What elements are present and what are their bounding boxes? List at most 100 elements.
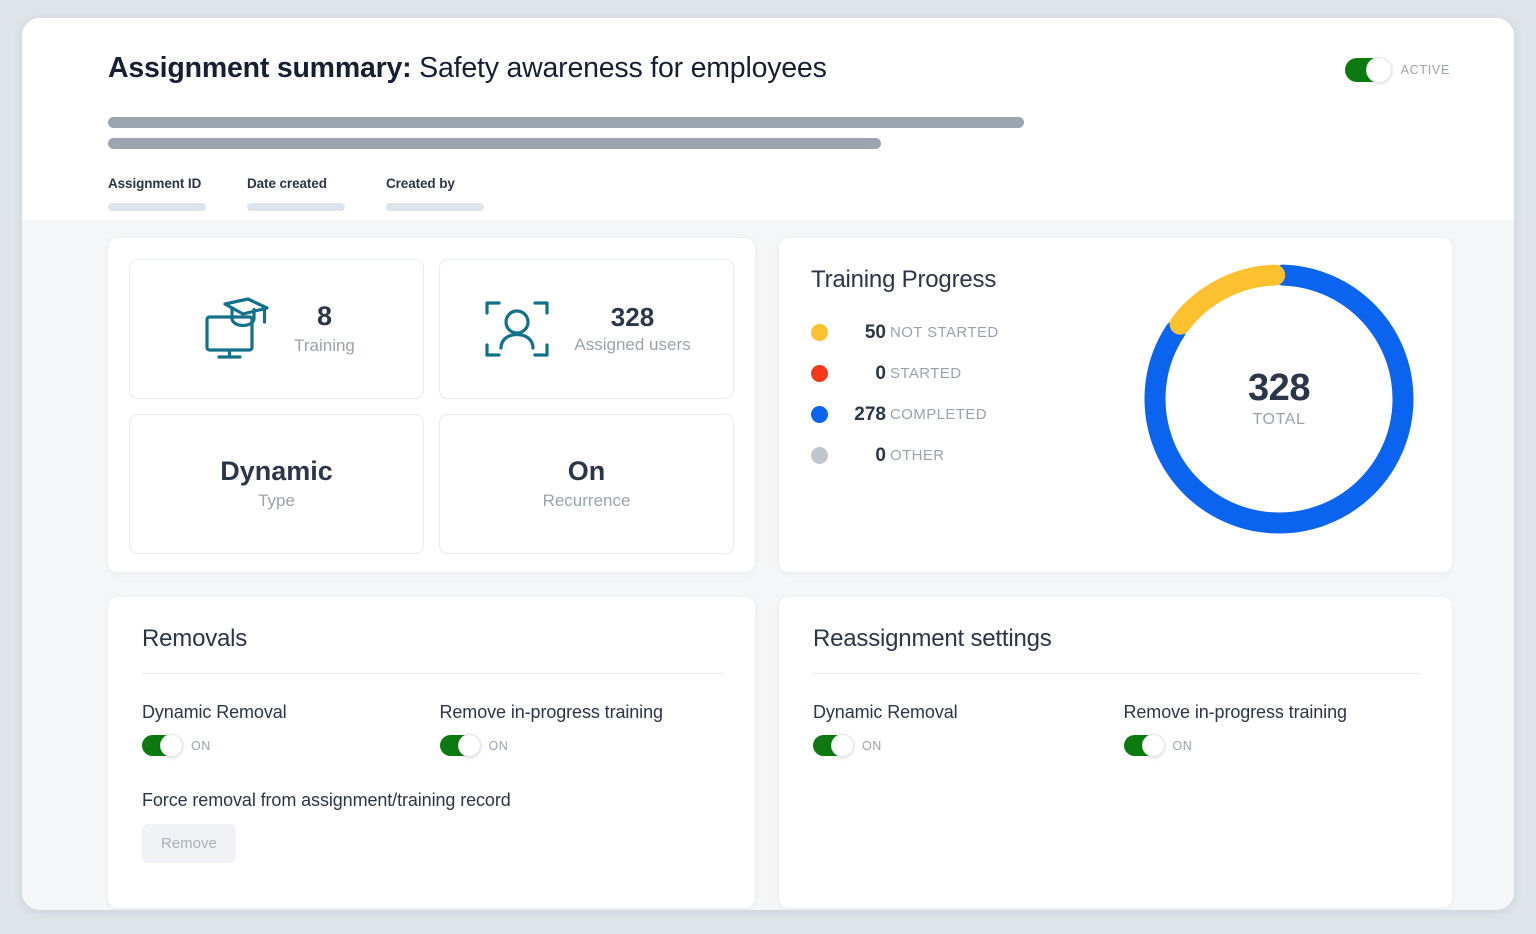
content-grid: 8 Training <box>108 238 1452 908</box>
toggle-knob <box>831 734 854 757</box>
meta-label: Created by <box>386 176 455 191</box>
page-header: Assignment summary: Safety awareness for… <box>22 18 1514 220</box>
page-content: 8 Training <box>22 220 1514 910</box>
toggle-row[interactable]: ON <box>1123 734 1421 757</box>
legend-label: COMPLETED <box>890 406 987 423</box>
skeleton-bar-primary <box>108 117 1024 128</box>
reassignment-field-dynamic-removal: Dynamic Removal ON <box>813 702 1110 757</box>
reassignment-dynamic-removal-toggle[interactable] <box>813 734 854 757</box>
toggle-row[interactable]: ON <box>439 734 724 757</box>
donut-total-value: 328 <box>1248 366 1310 409</box>
legend-label: NOT STARTED <box>890 324 999 341</box>
monitor-graduation-cap-icon <box>205 297 269 359</box>
stat-value: On <box>567 456 606 487</box>
stat-text: 328 Assigned users <box>574 303 690 356</box>
reassignment-field-remove-in-progress: Remove in-progress training ON <box>1123 702 1421 757</box>
app-window: Assignment summary: Safety awareness for… <box>22 18 1514 910</box>
toggle-state-label: ON <box>1172 738 1193 753</box>
meta-label: Assignment ID <box>108 176 202 191</box>
reassignment-remove-in-progress-toggle[interactable] <box>1123 734 1165 757</box>
donut-chart-svg <box>1144 264 1414 534</box>
stat-caption: Recurrence <box>542 490 631 510</box>
donut-total-label: TOTAL <box>1252 410 1306 428</box>
meta-field-assignment-id: Assignment ID <box>108 176 247 211</box>
stat-value: 328 <box>610 301 655 332</box>
legend-dot-started <box>811 365 828 382</box>
stat-caption: Training <box>294 335 355 355</box>
meta-field-created-by: Created by <box>386 176 525 211</box>
stat-tile-training: 8 Training <box>129 259 424 399</box>
force-removal-label: Force removal from assignment/training r… <box>142 790 511 810</box>
reassignment-toggle-grid: Dynamic Removal ON Remove in-progress tr… <box>813 702 1421 757</box>
legend-item-not-started: 50 NOT STARTED <box>811 312 1420 353</box>
legend-item-started: 0 STARTED <box>811 353 1420 394</box>
stat-text: 8 Training <box>294 301 355 356</box>
legend-label: STARTED <box>890 365 962 382</box>
remove-button[interactable]: Remove <box>142 824 236 863</box>
field-label: Remove in-progress training <box>1123 702 1348 722</box>
skeleton-bar-secondary <box>108 138 881 149</box>
toggle-knob <box>1365 57 1392 83</box>
user-scan-icon <box>485 301 549 357</box>
stat-caption: Type <box>258 490 295 510</box>
force-removal-block: Force removal from assignment/training r… <box>142 790 723 863</box>
donut-segment-not-started <box>1144 264 1414 534</box>
meta-field-date-created: Date created <box>247 176 386 211</box>
donut-center-text: 328 TOTAL <box>1140 367 1418 429</box>
legend-dot-other <box>811 447 828 464</box>
meta-value-placeholder <box>247 203 345 211</box>
toggle-knob <box>160 734 183 757</box>
toggle-knob <box>1141 734 1165 757</box>
stats-grid: 8 Training <box>129 259 734 554</box>
stat-tile-type: Dynamic Type <box>129 414 424 554</box>
legend-value: 0 <box>875 444 886 466</box>
legend-value: 278 <box>854 403 886 425</box>
legend-label: OTHER <box>890 447 945 464</box>
stat-value: 8 <box>316 301 332 332</box>
toggle-row[interactable]: ON <box>142 734 426 757</box>
active-status-toggle[interactable] <box>1344 57 1392 83</box>
assignment-stats-card: 8 Training <box>108 238 755 572</box>
field-label: Remove in-progress training <box>439 702 664 722</box>
active-status-label: ACTIVE <box>1400 63 1450 77</box>
meta-row: Assignment ID Date created Created by <box>108 176 1452 211</box>
removals-dynamic-removal-toggle[interactable] <box>142 734 183 757</box>
removals-card: Removals Dynamic Removal ON Remove in <box>108 597 755 908</box>
legend-item-other: 0 OTHER <box>811 435 1420 476</box>
reassignment-divider <box>813 673 1420 674</box>
training-progress-title: Training Progress <box>811 266 997 293</box>
training-progress-legend: 50 NOT STARTED 0 STARTED 278 COMPLETED <box>811 312 1420 476</box>
removals-field-dynamic-removal: Dynamic Removal ON <box>142 702 426 757</box>
stat-value: Dynamic <box>220 456 333 487</box>
legend-value: 0 <box>875 362 886 384</box>
stat-tile-recurrence: On Recurrence <box>439 414 734 554</box>
page-title-prefix: Assignment summary: <box>108 52 412 84</box>
toggle-row[interactable]: ON <box>813 734 1110 757</box>
removals-divider <box>142 673 723 674</box>
removals-toggle-grid: Dynamic Removal ON Remove in-progress tr… <box>142 702 724 757</box>
toggle-state-label: ON <box>488 738 509 753</box>
status-toggle-group[interactable]: ACTIVE <box>1344 57 1450 83</box>
stat-tile-assigned-users: 328 Assigned users <box>439 259 734 399</box>
toggle-knob <box>457 734 481 757</box>
training-progress-card: Training Progress 50 NOT STARTED 0 START… <box>779 238 1452 572</box>
removals-title: Removals <box>142 625 248 652</box>
removals-remove-in-progress-toggle[interactable] <box>439 734 481 757</box>
reassignment-title: Reassignment settings <box>813 625 1052 652</box>
meta-value-placeholder <box>386 203 484 211</box>
legend-item-completed: 278 COMPLETED <box>811 394 1420 435</box>
training-progress-donut: 328 TOTAL <box>1140 260 1418 538</box>
legend-dot-completed <box>811 406 828 423</box>
removals-field-remove-in-progress: Remove in-progress training ON <box>439 702 724 757</box>
meta-value-placeholder <box>108 203 206 211</box>
meta-label: Date created <box>247 176 327 191</box>
toggle-state-label: ON <box>862 738 882 753</box>
reassignment-settings-card: Reassignment settings Dynamic Removal ON <box>779 597 1452 908</box>
page-title: Assignment summary: Safety awareness for… <box>108 52 1452 85</box>
legend-value: 50 <box>864 321 886 343</box>
field-label: Dynamic Removal <box>142 702 287 722</box>
page-title-name: Safety awareness for employees <box>411 52 827 84</box>
field-label: Dynamic Removal <box>813 702 958 722</box>
toggle-state-label: ON <box>191 738 211 753</box>
legend-dot-not-started <box>811 324 828 341</box>
